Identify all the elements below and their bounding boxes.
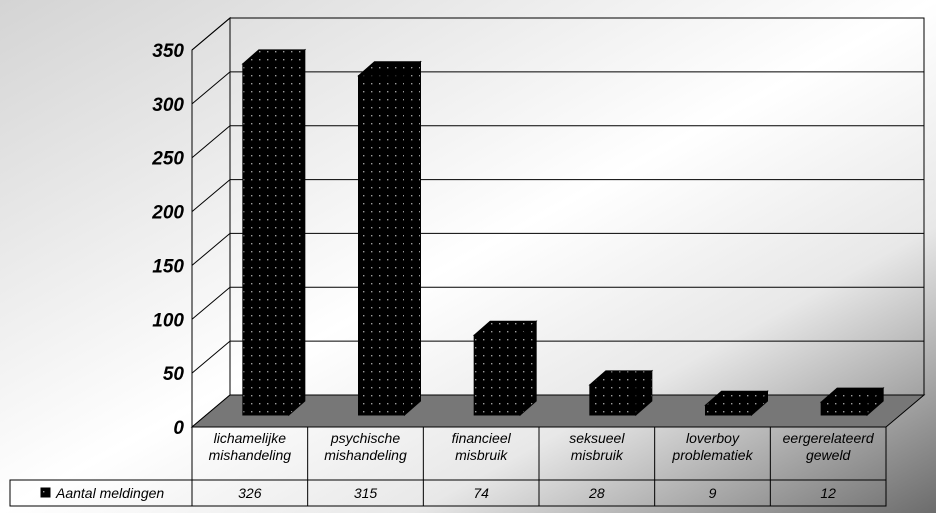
category-label: lichamelijke mishandeling bbox=[209, 430, 292, 463]
gridline-side bbox=[191, 340, 231, 374]
category-label: seksueel misbruik bbox=[569, 430, 625, 463]
category-label: eergerelateerd geweld bbox=[783, 430, 875, 463]
bar-side bbox=[635, 369, 653, 417]
bar-side bbox=[404, 60, 421, 417]
category-label: loverboy problematiek bbox=[671, 430, 753, 463]
y-tick-label: 50 bbox=[163, 364, 185, 385]
bar-front bbox=[242, 63, 290, 416]
y-tick-label: 150 bbox=[152, 256, 184, 277]
data-table: Aantal meldingen lichamelijke mishandeling… bbox=[9, 426, 887, 507]
y-tick-label: 300 bbox=[152, 95, 184, 116]
y-tick-label: 250 bbox=[151, 149, 184, 170]
bar-side bbox=[519, 320, 537, 417]
y-tick-label: 100 bbox=[152, 310, 184, 331]
value-label: 9 bbox=[709, 485, 717, 501]
bar-front bbox=[705, 404, 752, 416]
value-label: 74 bbox=[473, 485, 489, 501]
y-tick-label: 350 bbox=[152, 41, 184, 62]
value-label: 326 bbox=[238, 485, 262, 501]
category-label: psychische mishandeling bbox=[324, 430, 407, 463]
gridline-side bbox=[191, 233, 231, 266]
gridlines bbox=[191, 17, 924, 374]
bar bbox=[357, 60, 422, 417]
bar-side bbox=[288, 48, 306, 417]
table-legend-cell bbox=[9, 479, 193, 507]
bar bbox=[819, 386, 885, 417]
value-label: 315 bbox=[354, 485, 378, 501]
bar bbox=[588, 369, 654, 417]
category-label: financieel misbruik bbox=[452, 430, 512, 463]
y-axis-ticks: 0 50 100 150 200 250 300 350 bbox=[151, 41, 184, 439]
bar-side bbox=[866, 386, 884, 417]
y-tick-label: 200 bbox=[151, 203, 184, 224]
bars bbox=[241, 48, 885, 417]
y-tick-label: 0 bbox=[173, 418, 184, 439]
bar-front bbox=[589, 384, 637, 416]
gridline-side bbox=[191, 125, 231, 159]
legend-series-name: Aantal meldingen bbox=[55, 485, 164, 501]
legend-key bbox=[40, 487, 51, 498]
value-label: 12 bbox=[820, 485, 836, 501]
bar-front bbox=[358, 75, 405, 416]
gridline-side bbox=[191, 286, 231, 320]
bar-side bbox=[751, 390, 768, 417]
gridline-side bbox=[191, 71, 231, 105]
bar-front bbox=[473, 334, 521, 416]
bar bbox=[241, 48, 307, 417]
gridline-side bbox=[191, 17, 231, 51]
bar bbox=[704, 390, 769, 417]
bar-front bbox=[820, 401, 868, 416]
value-label: 28 bbox=[588, 485, 605, 501]
gridline-side bbox=[191, 179, 231, 212]
bar bbox=[472, 320, 538, 417]
